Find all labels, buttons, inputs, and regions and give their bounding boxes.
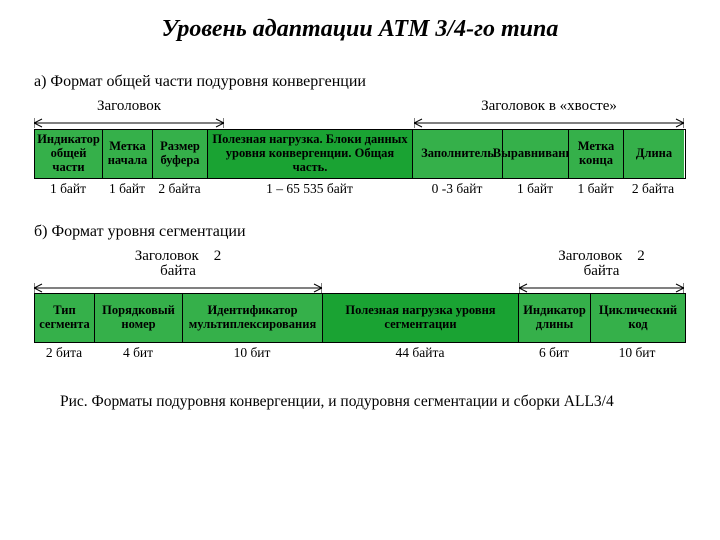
section-b-brackets: Заголовок 2 байта Заголовок 2 байта (34, 249, 686, 293)
figure-caption: Рис. Форматы подуровня конвергенции, и п… (60, 393, 686, 411)
table-cell: Циклический код (591, 294, 685, 342)
section-a-brackets: Заголовок Заголовок в «хвосте» (34, 99, 686, 129)
bracket-left-label: Заголовок (34, 99, 224, 114)
size-label: 1 байт (502, 181, 568, 197)
table-b: Тип сегментаПорядковый номерИдентификато… (34, 293, 686, 343)
table-cell: Заполнитель (413, 130, 503, 178)
bracket-b-right: Заголовок 2 байта (519, 249, 684, 293)
size-label: 2 байта (152, 181, 207, 197)
section-b-label: б) Формат уровня сегментации (34, 223, 686, 241)
table-cell: Метка конца (569, 130, 624, 178)
table-cell: Тип сегмента (35, 294, 95, 342)
size-label: 6 бит (518, 345, 590, 361)
table-cell: Полезная нагрузка. Блоки данных уровня к… (208, 130, 413, 178)
table-cell: Выравнивание (503, 130, 569, 178)
size-label: 10 бит (590, 345, 684, 361)
table-cell: Метка начала (103, 130, 153, 178)
bracket-b-right-label: Заголовок 2 байта (519, 249, 684, 279)
table-cell: Полезная нагрузка уровня сегментации (323, 294, 519, 342)
bracket-b-left-label: Заголовок 2 байта (34, 249, 322, 279)
size-label: 44 байта (322, 345, 518, 361)
table-cell: Порядковый номер (95, 294, 183, 342)
bracket-header-right: Заголовок в «хвосте» (414, 99, 684, 128)
bracket-b-left: Заголовок 2 байта (34, 249, 322, 293)
size-label: 1 байт (102, 181, 152, 197)
table-cell: Идентификатор мультиплексирования (183, 294, 323, 342)
table-cell: Длина (624, 130, 684, 178)
bracket-right-label: Заголовок в «хвосте» (414, 99, 684, 114)
sizes-a: 1 байт1 байт2 байта1 – 65 535 байт0 -3 б… (34, 181, 686, 197)
sizes-b: 2 бита4 бит10 бит44 байта6 бит10 бит (34, 345, 686, 361)
page-title: Уровень адаптации ATM 3/4-го типа (34, 16, 686, 43)
size-label: 0 -3 байт (412, 181, 502, 197)
size-label: 1 – 65 535 байт (207, 181, 412, 197)
size-label: 2 байта (623, 181, 683, 197)
table-a: Индикатор общей частиМетка началаРазмер … (34, 129, 686, 179)
table-cell: Индикатор длины (519, 294, 591, 342)
size-label: 4 бит (94, 345, 182, 361)
table-cell: Размер буфера (153, 130, 208, 178)
size-label: 1 байт (568, 181, 623, 197)
size-label: 1 байт (34, 181, 102, 197)
size-label: 2 бита (34, 345, 94, 361)
size-label: 10 бит (182, 345, 322, 361)
bracket-header-left: Заголовок (34, 99, 224, 128)
section-a-label: а) Формат общей части подуровня конверге… (34, 73, 686, 91)
table-cell: Индикатор общей части (35, 130, 103, 178)
